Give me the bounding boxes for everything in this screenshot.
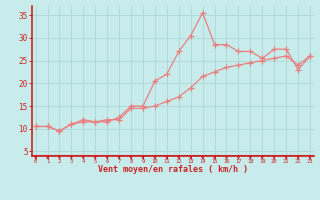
X-axis label: Vent moyen/en rafales ( km/h ): Vent moyen/en rafales ( km/h ) xyxy=(98,165,248,174)
